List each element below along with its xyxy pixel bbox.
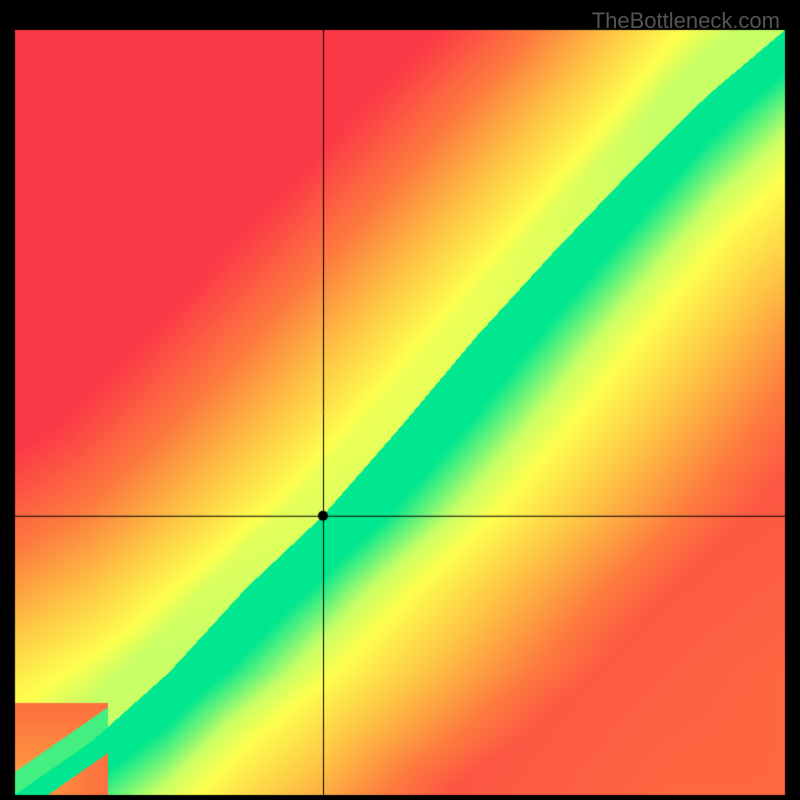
watermark-text: TheBottleneck.com <box>592 8 780 34</box>
bottleneck-heatmap-chart: TheBottleneck.com <box>0 0 800 800</box>
heatmap-canvas <box>0 0 800 800</box>
